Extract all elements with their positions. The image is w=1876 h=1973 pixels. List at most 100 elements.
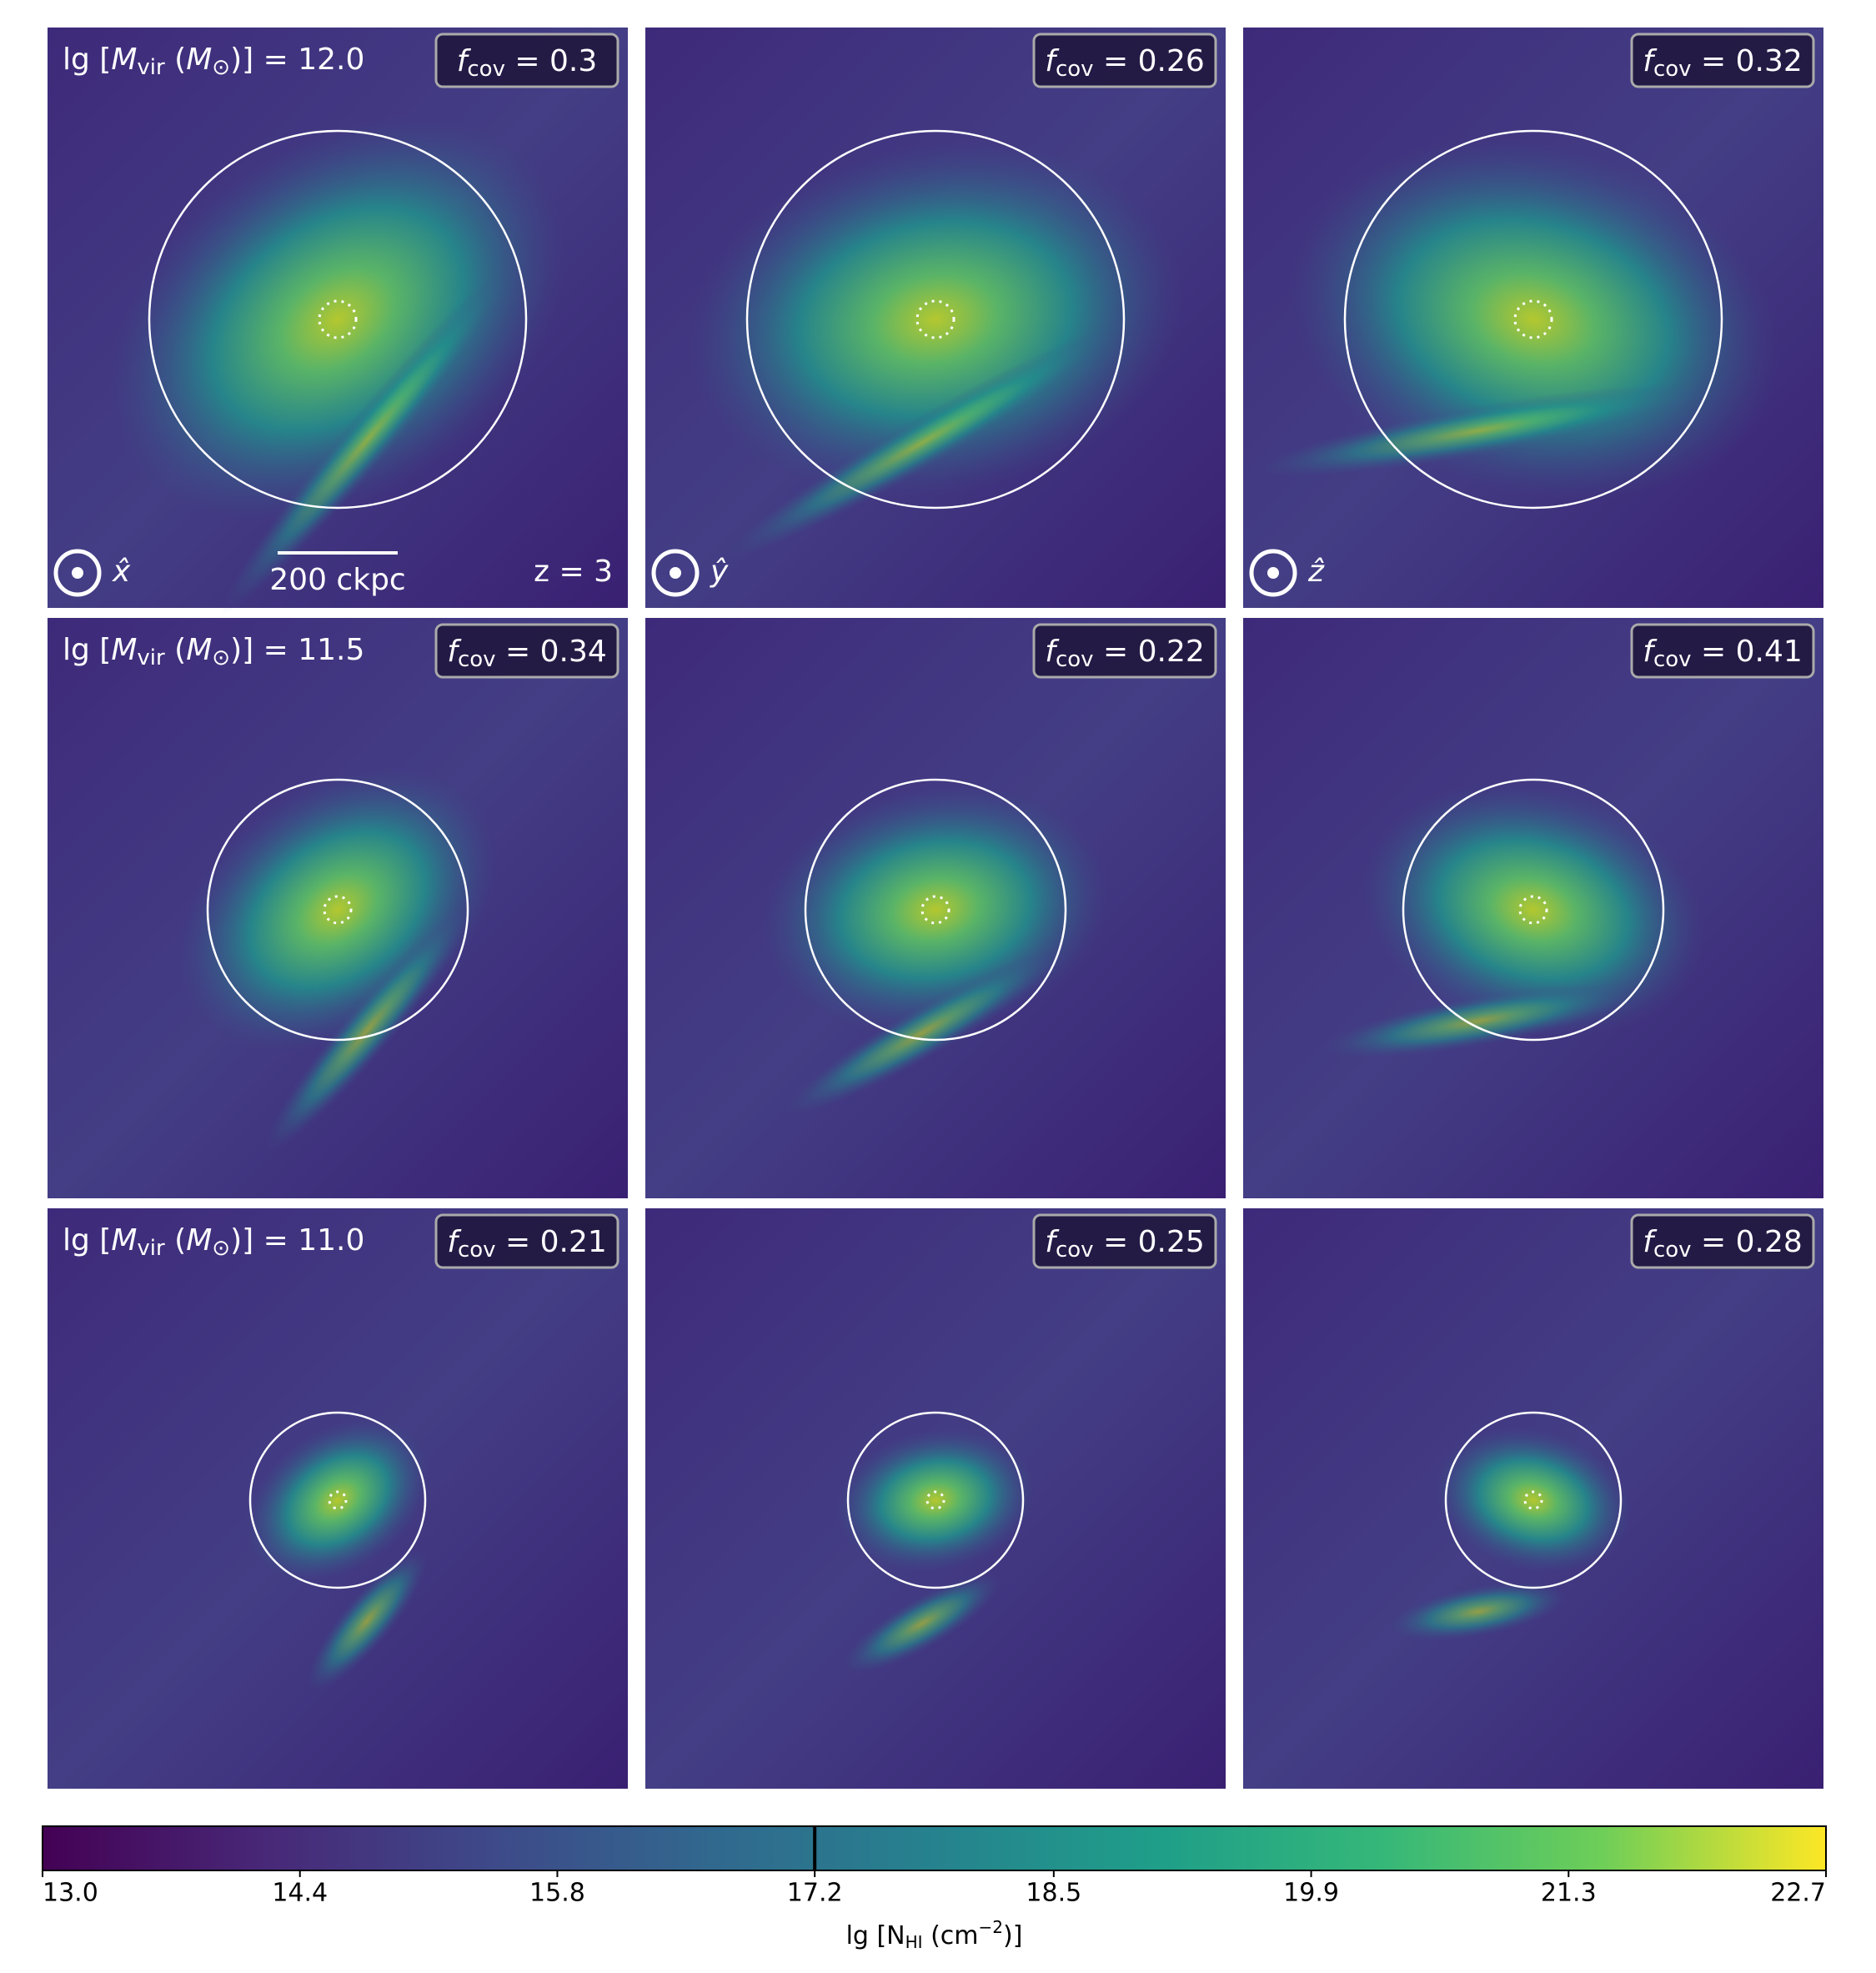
mass-symbol: M — [186, 633, 212, 667]
filament — [1389, 1582, 1568, 1641]
galaxy-circle — [915, 299, 956, 339]
virial-circle — [206, 778, 469, 1042]
fcov-value: 0.26 — [1138, 44, 1205, 78]
mass-symbol: M — [111, 43, 137, 77]
axis-symbol — [1249, 549, 1297, 597]
mass-text: ( — [165, 43, 187, 77]
label-subscript: HI — [905, 1932, 923, 1952]
fcov-value: 0.41 — [1736, 635, 1803, 669]
label-superscript: −2 — [979, 1917, 1003, 1937]
fcov-box — [1032, 33, 1217, 88]
mass-value: 11.5 — [298, 633, 364, 667]
virial-circle — [248, 1411, 427, 1589]
galaxy-circle — [1523, 1490, 1543, 1510]
mass-symbol: M — [186, 1223, 212, 1258]
fcov-value: 0.25 — [1138, 1225, 1205, 1259]
galaxy-circle — [328, 1490, 348, 1510]
filament — [1257, 384, 1701, 477]
fcov-box — [434, 1213, 619, 1269]
mass-subscript: vir — [137, 55, 165, 80]
redshift-label: z = 3 — [534, 555, 613, 589]
virial-circle — [745, 129, 1126, 510]
mass-subscript: ⊙ — [212, 1236, 230, 1261]
scale-bar-label: 200 ckpc — [269, 563, 405, 597]
virial-circle — [1402, 778, 1665, 1042]
virial-circle — [1444, 1411, 1623, 1589]
fcov-value: 0.3 — [549, 44, 597, 78]
fcov-label: fcov = 0.21 — [447, 1225, 607, 1263]
fcov-equals: = — [496, 635, 540, 669]
colorbar-tick-label: 22.7 — [1770, 1879, 1826, 1908]
mass-label: lg [Mvir (M⊙)] = 11.5 — [63, 633, 364, 670]
fcov-subscript: cov — [467, 57, 505, 82]
fcov-value: 0.34 — [540, 635, 607, 669]
fcov-equals: = — [505, 44, 549, 78]
fcov-subscript: cov — [1653, 57, 1692, 82]
label-text: (cm — [923, 1921, 979, 1950]
filament — [785, 951, 1060, 1115]
axis-symbol — [651, 549, 700, 597]
filament — [843, 1573, 1001, 1674]
galaxy-circle — [1513, 299, 1553, 339]
fcov-equals: = — [1094, 44, 1138, 78]
galaxy-circle — [318, 299, 358, 339]
gas-blob — [246, 1418, 429, 1582]
gas-blob — [1435, 1428, 1632, 1573]
fcov-box — [434, 33, 619, 88]
mass-label: lg [Mvir (M⊙)] = 12.0 — [63, 43, 364, 80]
fcov-label: fcov = 0.41 — [1643, 635, 1803, 672]
axis-symbol — [53, 549, 102, 597]
mass-subscript: ⊙ — [212, 55, 230, 80]
fcov-subscript: cov — [1653, 1238, 1692, 1263]
fcov-box — [1630, 623, 1815, 679]
panel: fcov = 0.34 lg [Mvir (M⊙)] = 11.5 — [48, 618, 628, 1198]
fcov-label: fcov = 0.34 — [447, 635, 607, 672]
fcov-value: 0.28 — [1736, 1225, 1803, 1259]
fcov-value: 0.32 — [1736, 44, 1803, 78]
fcov-box — [434, 623, 619, 679]
filament — [1322, 984, 1634, 1058]
gas-blob — [835, 1428, 1036, 1572]
mass-symbol: M — [111, 1223, 137, 1258]
mass-label: lg [Mvir (M⊙)] = 11.0 — [63, 1223, 364, 1261]
label-text: lg [N — [846, 1921, 905, 1950]
galaxy-circle — [323, 895, 353, 925]
axis-symbol-dot — [72, 567, 83, 579]
colorbar-tick-label: 18.5 — [1026, 1879, 1081, 1908]
virial-circle — [1343, 129, 1723, 510]
colorbar-tick-label: 14.4 — [272, 1879, 328, 1908]
panel: fcov = 0.32 ẑ — [1243, 28, 1823, 608]
galaxy-circle — [925, 1490, 946, 1510]
fcov-equals: = — [1692, 44, 1736, 78]
fcov-box — [1032, 623, 1217, 679]
colorbar-tick-label: 21.3 — [1541, 1879, 1597, 1908]
filament — [306, 1549, 429, 1692]
mass-symbol: M — [186, 43, 212, 77]
mass-text: )] = — [230, 43, 298, 77]
colorbar-label: lg [NHI (cm−2)] — [846, 1917, 1023, 1952]
galaxy-circle — [1518, 895, 1548, 925]
projection-axis: ŷ — [710, 555, 729, 589]
fcov-subscript: cov — [1056, 1238, 1094, 1263]
fcov-value: 0.22 — [1138, 635, 1205, 669]
fcov-equals: = — [1692, 1225, 1736, 1259]
panel: fcov = 0.41 — [1243, 618, 1823, 1198]
colorbar-tick-label: 17.2 — [787, 1879, 843, 1908]
mass-text: )] = — [230, 633, 298, 667]
mass-value: 12.0 — [298, 43, 364, 77]
virial-circle — [846, 1411, 1025, 1589]
fcov-label: fcov = 0.32 — [1643, 44, 1803, 82]
galaxy-circle — [920, 895, 951, 925]
panel: fcov = 0.28 — [1243, 1208, 1823, 1789]
fcov-box — [1032, 1213, 1217, 1269]
fcov-subscript: cov — [458, 647, 496, 672]
fcov-label: fcov = 0.25 — [1045, 1225, 1205, 1263]
fcov-equals: = — [1692, 635, 1736, 669]
colorbar-tick-label: 15.8 — [529, 1879, 585, 1908]
fcov-subscript: cov — [1056, 57, 1094, 82]
mass-text: lg [ — [63, 43, 111, 77]
fcov-subscript: cov — [1056, 647, 1094, 672]
panel: fcov = 0.26 ŷ — [645, 28, 1226, 608]
fcov-equals: = — [1094, 1225, 1138, 1259]
